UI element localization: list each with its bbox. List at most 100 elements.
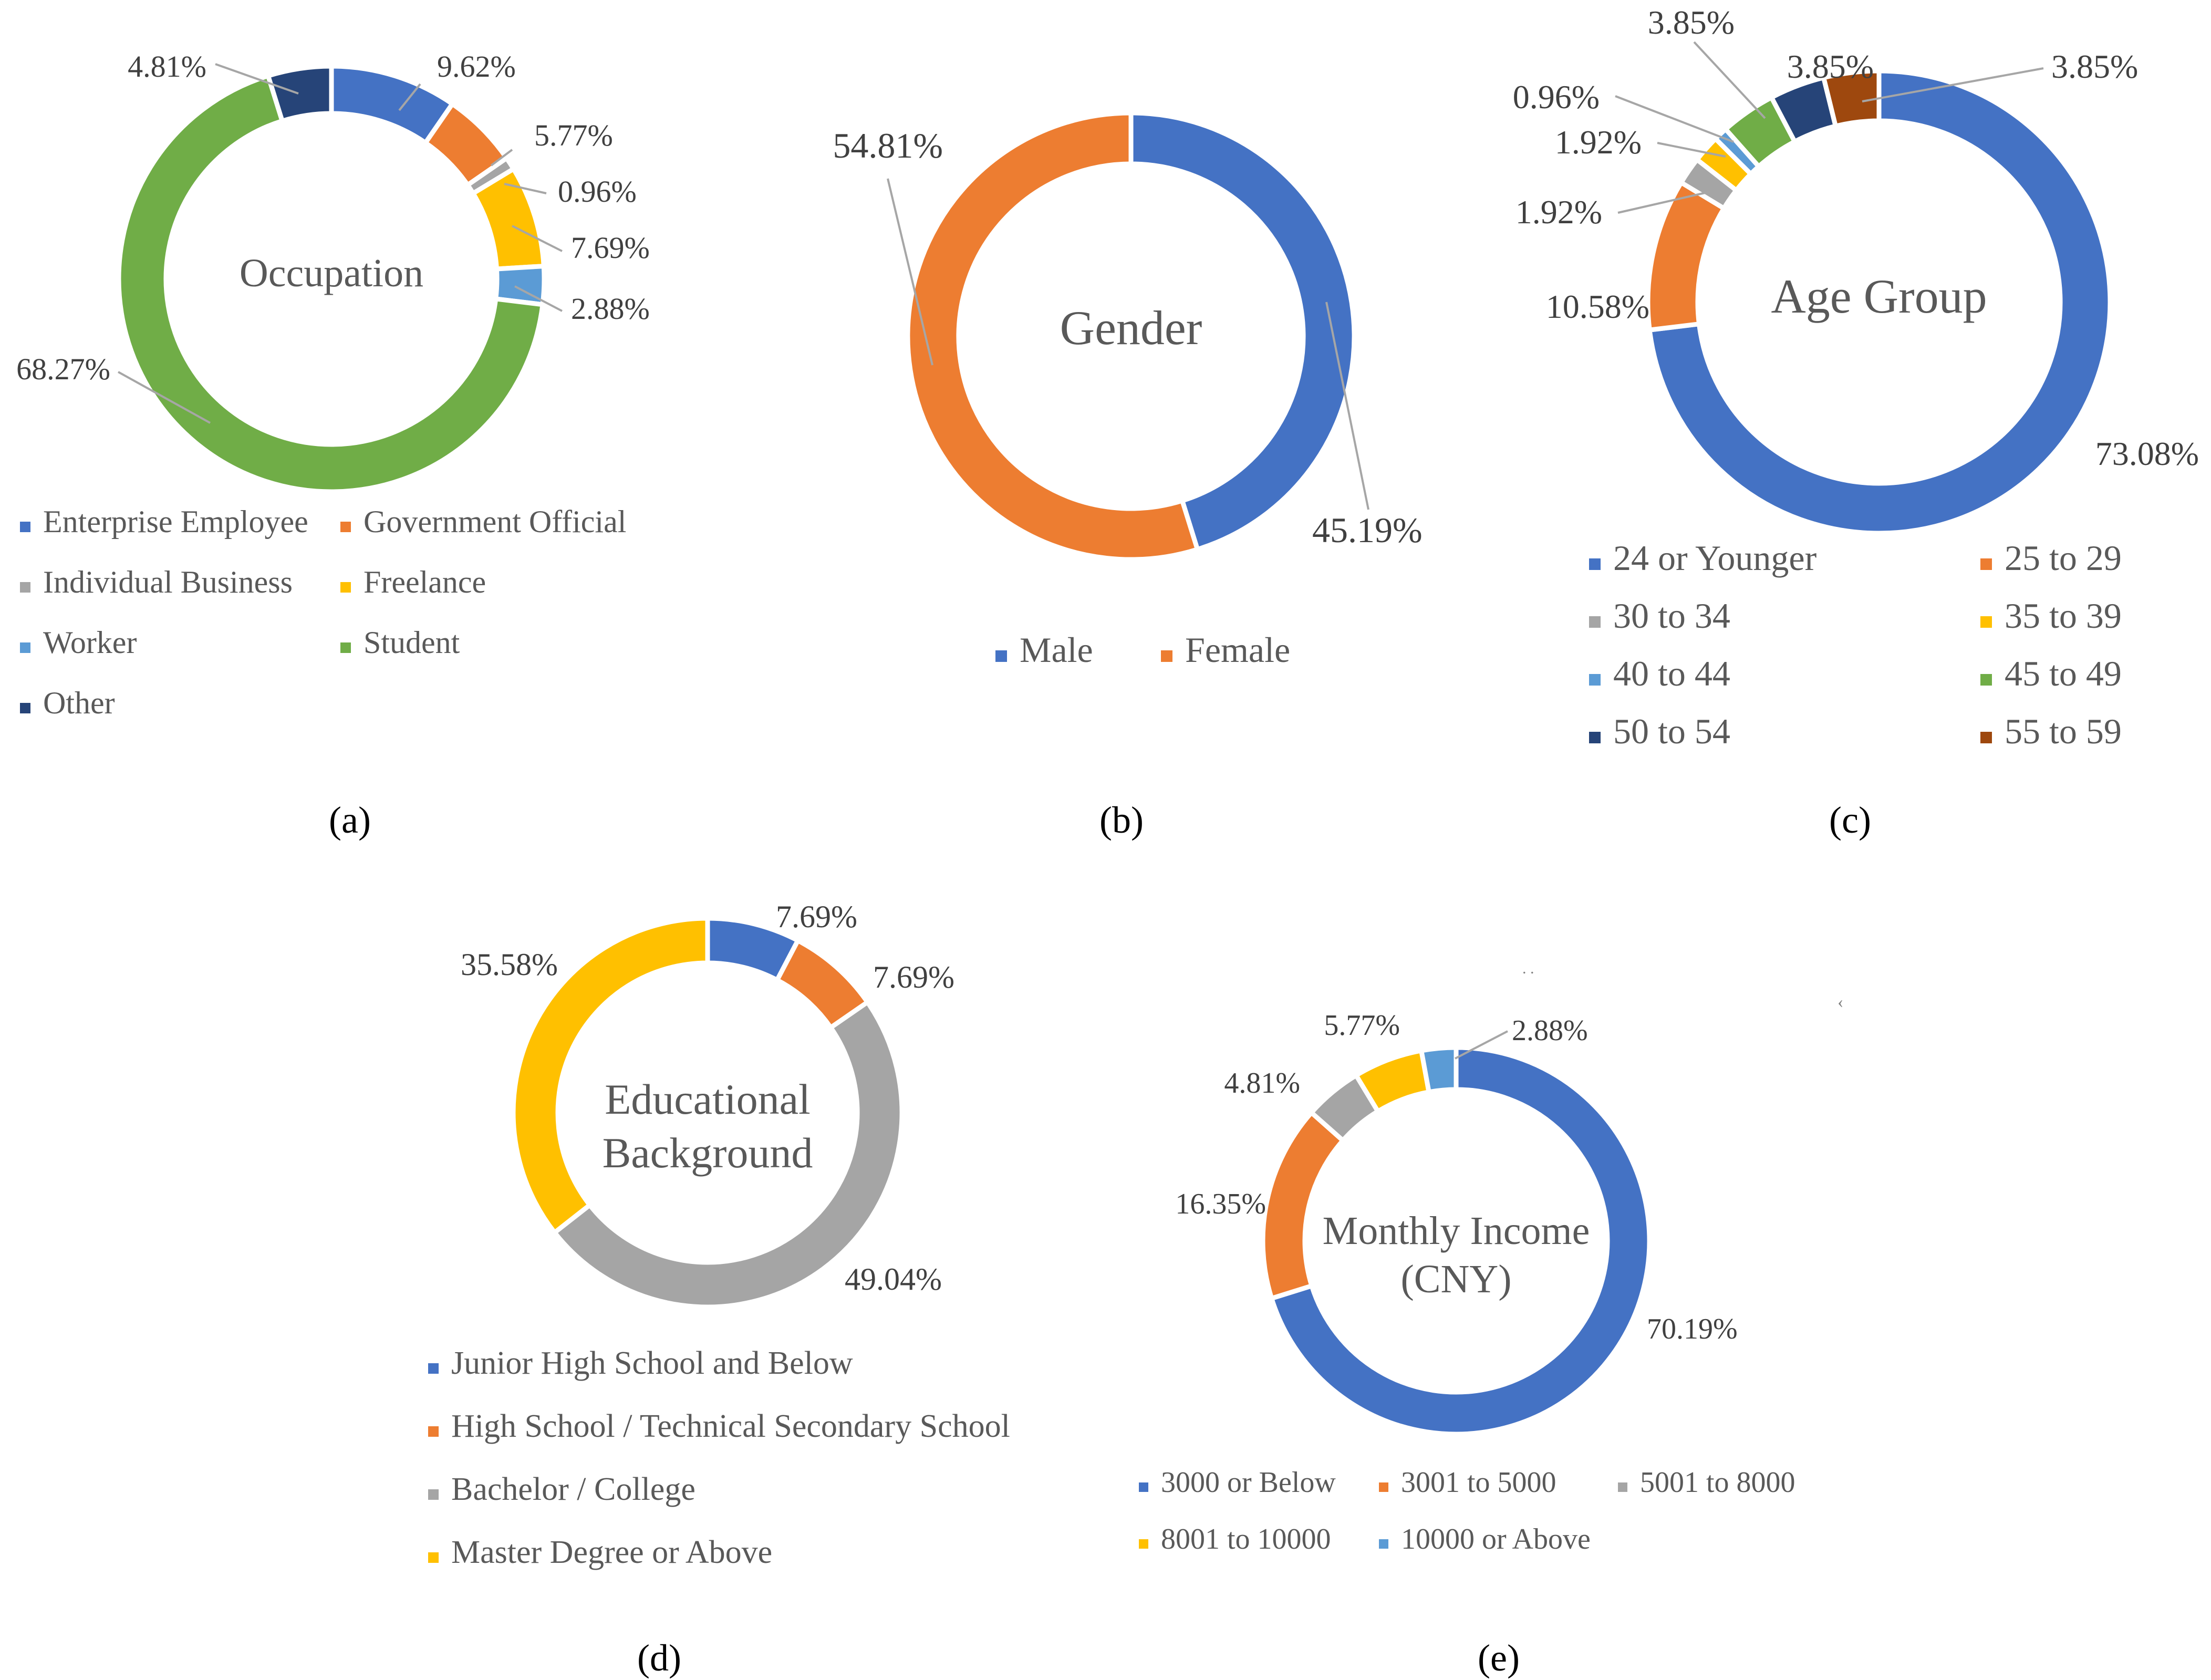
data-label-enterprise-employee: 9.62% <box>437 49 516 84</box>
data-label-freelance: 7.69% <box>571 231 650 265</box>
data-label-50-to-54: 3.85% <box>1787 48 1874 85</box>
data-label-45-to-49: 3.85% <box>1648 4 1735 41</box>
legend-item-10000-or-above: 10000 or Above <box>1401 1523 1591 1555</box>
legend-swatch <box>1980 674 1992 686</box>
chart-occupation: Occupation 9.62% 5.77% 0.96% 7.69% 2.88% 68.27… <box>16 49 650 841</box>
legend-item-40-to-44: 40 to 44 <box>1613 654 1730 693</box>
slice-bachelor-college <box>551 999 905 1310</box>
data-label-junior-high-school-and-below: 7.69% <box>776 899 857 934</box>
legend-swatch <box>20 703 30 713</box>
legend-swatch <box>340 642 351 653</box>
legend-item-student: Student <box>364 625 460 660</box>
legend-swatch <box>1980 616 1992 628</box>
slice-24-or-younger <box>1647 68 2113 536</box>
legend-item-8001-to-10000: 8001 to 10000 <box>1161 1523 1331 1555</box>
stray-mark: . . <box>1522 960 1534 977</box>
leader-line <box>1862 67 2044 102</box>
legend: 3000 or Below 3001 to 5000 5001 to 8000 800… <box>1139 1466 1795 1555</box>
slice-25-to-29 <box>1645 179 1727 333</box>
data-label-individual-business: 0.96% <box>558 174 637 209</box>
slice-55-to-59 <box>1821 68 1882 129</box>
data-label-10000-or-above: 2.88% <box>1512 1014 1588 1047</box>
legend: Male Female <box>995 630 1290 670</box>
legend-swatch <box>428 1426 439 1437</box>
chart-title: (CNY) <box>1400 1257 1511 1301</box>
legend: Enterprise Employee Government Official In… <box>20 504 626 720</box>
leader-line <box>512 225 563 252</box>
legend-item-junior-high-school-and-below: Junior High School and Below <box>451 1345 853 1381</box>
legend-item-30-to-34: 30 to 34 <box>1613 596 1730 636</box>
slice-3001-to-5000 <box>1260 1109 1346 1302</box>
chart-title: Gender <box>1060 301 1202 355</box>
data-label-55-to-59: 3.85% <box>2051 48 2138 85</box>
data-label-government-official: 5.77% <box>534 118 613 152</box>
chart-title: Background <box>603 1129 813 1177</box>
legend-swatch <box>1980 732 1992 743</box>
legend-item-male: Male <box>1020 630 1093 670</box>
legend-swatch <box>995 650 1007 662</box>
slice-male <box>1128 110 1357 553</box>
data-label-other: 4.81% <box>128 49 206 84</box>
legend-swatch <box>428 1363 439 1374</box>
data-label-female: 54.81% <box>833 126 943 165</box>
stray-marks: . . ‹ <box>1522 960 1843 1012</box>
legend-swatch <box>1589 732 1601 743</box>
data-label-40-to-44: 0.96% <box>1513 78 1600 116</box>
legend-swatch <box>20 582 30 593</box>
data-label-bachelor-college: 49.04% <box>845 1262 942 1297</box>
legend-swatch <box>340 522 351 532</box>
slice-3000-or-below <box>1269 1045 1652 1437</box>
chart-monthly-income-cny: Monthly Income(CNY) 70.19% 16.35% 4.81% 5.77… <box>1139 1009 1795 1679</box>
leader-line <box>118 371 211 424</box>
chart-age-group: Age Group 73.08% 10.58% 1.92% 1.92% 0.96% 3.85… <box>1513 4 2199 841</box>
chart-title: Educational <box>605 1075 811 1123</box>
leader-line <box>514 285 563 312</box>
legend-swatch <box>1980 558 1992 570</box>
data-label-35-to-39: 1.92% <box>1555 123 1642 161</box>
legend-item-25-to-29: 25 to 29 <box>2005 538 2122 578</box>
legend-swatch <box>1379 1539 1388 1549</box>
data-label-worker: 2.88% <box>571 292 650 326</box>
legend-swatch <box>1618 1482 1627 1492</box>
caption: (e) <box>1478 1637 1520 1679</box>
legend-swatch <box>428 1489 439 1500</box>
caption: (b) <box>1099 799 1144 841</box>
legend-swatch <box>428 1552 439 1563</box>
legend-item-government-official: Government Official <box>364 504 626 539</box>
leader-line <box>1615 95 1734 143</box>
slice-10000-or-above <box>1418 1045 1459 1095</box>
data-label-male: 45.19% <box>1312 510 1423 550</box>
chart-educational-background: Educational Background 7.69% 7.69% 49.04% 35.… <box>428 899 1010 1679</box>
data-label-student: 68.27% <box>16 352 110 386</box>
leader-line <box>1325 302 1369 510</box>
legend-swatch <box>1161 650 1172 662</box>
legend-swatch <box>1379 1482 1388 1492</box>
data-label-5001-to-8000: 4.81% <box>1224 1067 1300 1100</box>
caption: (d) <box>637 1637 681 1679</box>
legend-item-24-or-younger: 24 or Younger <box>1613 538 1817 578</box>
chart-title: Occupation <box>240 251 423 295</box>
legend-item-enterprise-employee: Enterprise Employee <box>43 504 308 539</box>
legend-swatch <box>20 642 30 653</box>
leader-line <box>1657 142 1726 158</box>
legend-item-50-to-54: 50 to 54 <box>1613 711 1730 751</box>
legend-item-45-to-49: 45 to 49 <box>2005 654 2122 693</box>
legend-item-bachelor-college: Bachelor / College <box>451 1471 696 1507</box>
legend-item-female: Female <box>1185 630 1290 670</box>
legend-item-55-to-59: 55 to 59 <box>2005 711 2122 751</box>
legend-item-35-to-39: 35 to 39 <box>2005 596 2122 636</box>
data-label-8001-to-10000: 5.77% <box>1324 1009 1400 1042</box>
data-label-master-degree-or-above: 35.58% <box>461 947 558 982</box>
slice-master-degree-or-above <box>511 916 710 1236</box>
legend: Junior High School and Below High School … <box>428 1345 1010 1570</box>
legend-item-3000-or-below: 3000 or Below <box>1161 1466 1336 1499</box>
data-label-24-or-younger: 73.08% <box>2095 435 2199 472</box>
legend-swatch <box>1139 1539 1148 1549</box>
slice-student <box>116 72 546 494</box>
data-label-high-school-technical-secondary-school: 7.69% <box>873 960 954 994</box>
legend-item-other: Other <box>43 686 115 720</box>
data-label-3000-or-below: 70.19% <box>1647 1313 1738 1345</box>
legend-item-master-degree-or-above: Master Degree or Above <box>451 1534 772 1570</box>
legend-swatch <box>1139 1482 1148 1492</box>
data-label-3001-to-5000: 16.35% <box>1175 1188 1266 1220</box>
